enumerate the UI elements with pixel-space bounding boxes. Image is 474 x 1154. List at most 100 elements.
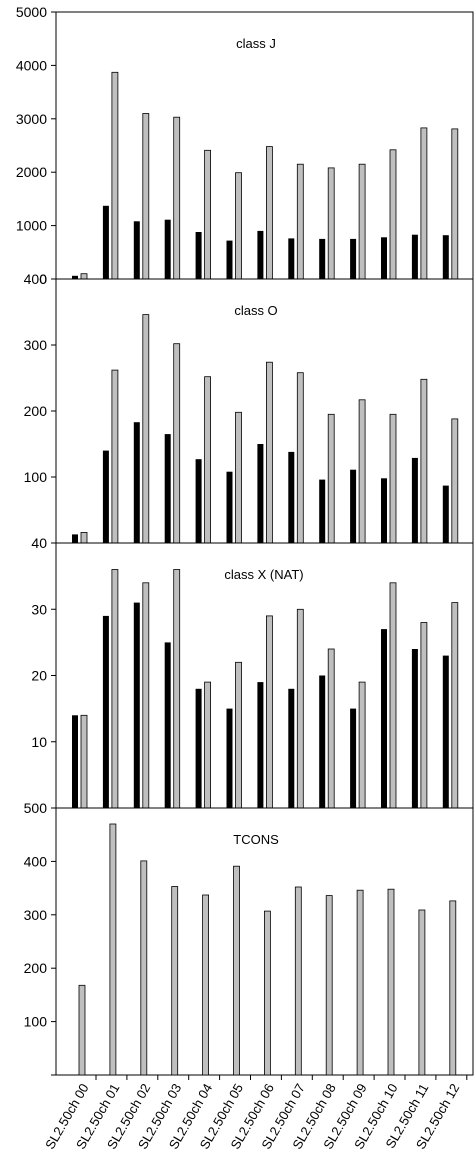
panel-3: 100 200 300 400 500 TCONS — [24, 800, 474, 1076]
bar-dark — [411, 234, 418, 279]
bar-dark — [381, 237, 387, 279]
bar-dark — [442, 655, 449, 808]
bar-light — [451, 128, 459, 280]
panel-title: class X (NAT) — [224, 567, 303, 582]
bar-light — [387, 888, 395, 1076]
bar-dark — [381, 478, 387, 543]
bar-dark — [195, 459, 202, 543]
bar-dark — [72, 534, 78, 543]
bar-light — [142, 314, 150, 544]
bar-dark — [226, 240, 233, 279]
bar-dark — [102, 205, 109, 279]
bar-light — [451, 418, 459, 544]
bar-light — [142, 582, 150, 809]
bar-dark — [288, 688, 295, 809]
bar-dark — [102, 615, 109, 808]
y-tick-label: 500 — [24, 800, 48, 816]
panel-2: 10 20 30 40 class X (NAT) — [31, 535, 474, 809]
bar-dark — [319, 238, 326, 279]
bar-dark — [195, 232, 202, 279]
bar-dark — [350, 238, 357, 279]
bar-light — [171, 886, 179, 1076]
panel-frame — [55, 542, 474, 809]
bar-light — [202, 894, 210, 1076]
bar-light — [263, 910, 271, 1076]
bar-light — [327, 413, 335, 544]
bar-light — [80, 714, 88, 809]
bar-dark — [411, 457, 418, 543]
y-tick-label: 20 — [31, 668, 47, 684]
y-tick-label: 10 — [31, 734, 47, 750]
bar-light — [358, 399, 366, 544]
bar-light — [140, 860, 148, 1076]
y-tick-label: 200 — [24, 960, 48, 976]
bar-dark — [226, 471, 233, 543]
panel-title: class J — [236, 36, 276, 51]
bar-light — [109, 823, 117, 1076]
bar-light — [265, 361, 273, 544]
bar-dark — [319, 675, 326, 808]
bar-light — [173, 343, 181, 544]
y-tick-label: 100 — [24, 469, 48, 485]
bar-light — [327, 167, 335, 280]
bar-light — [294, 886, 302, 1076]
bar-dark — [257, 444, 264, 543]
bar-light — [80, 532, 88, 544]
bar-dark — [195, 688, 202, 809]
y-tick-label: 30 — [31, 601, 47, 617]
bar-light — [235, 172, 242, 280]
panel-title: TCONS — [233, 832, 279, 847]
bar-light — [204, 681, 212, 809]
bar-light — [80, 273, 88, 280]
bar-light — [233, 865, 240, 1076]
bar-light — [389, 149, 397, 280]
bar-light — [389, 582, 397, 809]
bar-light — [265, 615, 273, 809]
bar-dark — [257, 682, 264, 808]
bar-dark — [257, 230, 264, 279]
bar-light — [111, 369, 119, 544]
bar-light — [296, 163, 304, 280]
bar-light — [449, 900, 457, 1076]
y-tick-label: 1000 — [16, 218, 47, 234]
y-tick-label: 0 — [39, 271, 47, 287]
bar-dark — [72, 715, 78, 809]
bar-light — [111, 569, 119, 809]
bar-light — [204, 376, 212, 544]
bar-light — [111, 71, 119, 280]
bar-dark — [350, 708, 357, 808]
bar-dark — [226, 708, 233, 808]
bar-dark — [72, 275, 78, 279]
panel-1: 100 200 300 400 class O — [24, 271, 474, 544]
y-tick-label: 300 — [24, 907, 48, 923]
bar-dark — [288, 451, 295, 543]
bar-light — [204, 149, 212, 280]
bar-light — [420, 622, 428, 809]
bar-light — [296, 608, 304, 809]
bar-dark — [133, 422, 140, 543]
bar-light — [265, 146, 273, 280]
bar-light — [173, 569, 181, 809]
bar-light — [420, 378, 428, 544]
bar-light — [78, 984, 86, 1076]
bar-dark — [164, 219, 171, 279]
bar-light — [420, 127, 428, 280]
bar-dark — [411, 649, 418, 808]
y-tick-label: 400 — [24, 853, 48, 869]
bar-dark — [442, 485, 449, 543]
bar-light — [142, 113, 150, 280]
panel-frame — [55, 11, 474, 280]
bar-light — [389, 413, 397, 544]
panel-title: class O — [234, 303, 277, 318]
bar-dark — [133, 221, 140, 279]
y-tick-label: 5000 — [16, 4, 47, 20]
y-tick-label: 3000 — [16, 111, 47, 127]
bar-light — [358, 681, 366, 809]
bar-light — [451, 602, 459, 809]
bar-dark — [164, 642, 171, 808]
bar-light — [235, 411, 242, 544]
panel-frame — [55, 278, 474, 544]
bar-dark — [442, 235, 449, 279]
bar-light — [173, 116, 181, 280]
